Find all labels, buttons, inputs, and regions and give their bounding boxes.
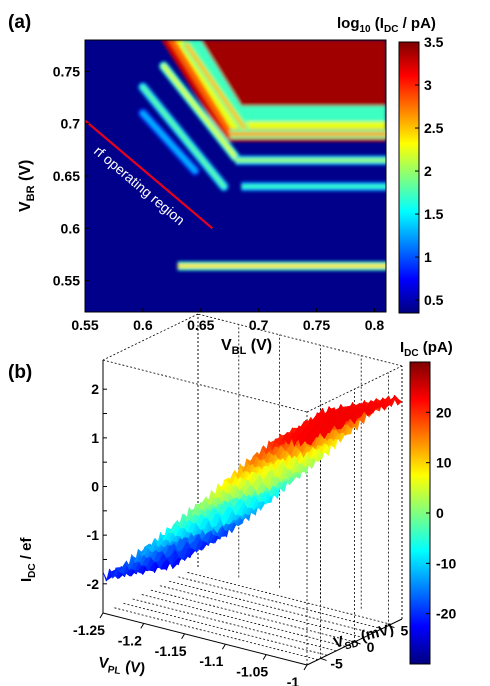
surface-xlabel: VPL (V) (97, 654, 146, 680)
surface-xtick-label: -1.1 (199, 653, 223, 669)
surface-xtick-label: -1.15 (155, 643, 187, 659)
surface-ztick-label: -1 (87, 527, 100, 543)
heatmap-xlabel: VBL (V) (221, 337, 272, 357)
grid-z-back (186, 571, 392, 625)
box-top (102, 313, 199, 361)
surface-xtick (140, 623, 145, 629)
surface-ytick-label: -5 (330, 655, 343, 671)
colorbar-b-tick-label: -20 (436, 606, 456, 622)
colorbar-a (398, 41, 420, 314)
surface-xtick (262, 654, 267, 660)
surface-xtick-label: -1.25 (73, 622, 105, 638)
rf-region-line (85, 119, 214, 230)
surface-cell (303, 435, 312, 446)
surface-ztick-label: 1 (91, 430, 99, 446)
box-top (102, 359, 308, 413)
ridge-3 (140, 111, 197, 173)
heatmap-ytick-label: 0.65 (53, 168, 80, 184)
high-current-corner (200, 40, 386, 106)
grid-z-back (177, 576, 383, 630)
surface-xtick-label: -1 (287, 674, 300, 686)
colorbar-a-title: log10 (IDC / pA) (337, 15, 436, 35)
heatmap-ytick-label: 0.55 (53, 273, 80, 289)
surface-ztick-label: 2 (91, 381, 99, 397)
surface-axes: -1.25 -1.2 -1.15 -1.1 -1.05 -1 -5 0 5 -2 -1 0 1 2 (73, 360, 409, 686)
colorbar-a-tick-label: 1 (424, 249, 432, 265)
colorbar-b-tick-label: 0 (436, 505, 444, 521)
ridge-1 (161, 64, 238, 160)
colorbar-a-tick-label: 2.5 (424, 120, 444, 136)
surface-xtick (181, 633, 186, 640)
ridge-2 (140, 85, 226, 189)
surface-xtick (99, 612, 104, 619)
heatmap-xtick-label: 0.55 (71, 317, 98, 333)
panel-b-label: (b) (8, 362, 32, 383)
surface-ylabel: VSD (mV) (332, 621, 396, 655)
surface-ztick-label: 0 (91, 479, 99, 495)
surface-xtick (303, 664, 308, 671)
grid-z-back (150, 589, 355, 643)
heatmap-xtick-label: 0.7 (249, 317, 269, 333)
surface-ytick (320, 657, 327, 661)
colorbar-a-tick-label: 3 (424, 77, 432, 93)
ridge-0 (184, 43, 247, 131)
colorbar-a-tick-label: 2 (424, 163, 432, 179)
surface-box (102, 313, 403, 665)
grid-z-back (132, 598, 337, 652)
surface-ztick-label: -2 (87, 576, 100, 592)
heatmap-bands (138, 40, 386, 271)
colorbar-b-tick-label: 20 (436, 404, 452, 420)
heatmap-ytick-label: 0.6 (61, 220, 81, 236)
colorbar-a-tick-label: 0.5 (424, 292, 444, 308)
heatmap-xtick-label: 0.6 (133, 317, 153, 333)
heatmap-ylabel: VBR (V) (17, 160, 37, 212)
heatmap-ytick-label: 0.75 (53, 63, 80, 79)
grid-z-back (168, 580, 373, 634)
surface-ytick (354, 641, 361, 645)
surface-ytick-label: 5 (401, 623, 409, 639)
surface-xtick-label: -1.2 (118, 632, 142, 648)
heatmap-xtick-label: 0.8 (365, 317, 385, 333)
grid-z-back (141, 594, 346, 647)
heatmap-area: rf operating region (85, 40, 386, 312)
surface-xtick (221, 643, 226, 650)
surface-xaxis (102, 612, 308, 666)
heatmap-ytick-label: 0.7 (61, 116, 81, 132)
heatmap-xtick-label: 0.75 (303, 317, 330, 333)
colorbar-a-tick-label: 3.5 (424, 34, 444, 50)
surface-ytick-label: 0 (367, 639, 375, 655)
heatmap-xtick-label: 0.65 (187, 317, 214, 333)
surface-zlabel: IDC / ef (18, 537, 38, 582)
colorbar-a-ticks: 0.5 1 1.5 2 2.5 3 3.5 (415, 34, 444, 308)
grid-z-back (159, 585, 364, 638)
colorbar-b-tick-label: -10 (436, 555, 456, 571)
surface-plot (102, 394, 403, 583)
colorbar-b-ticks: -20 -10 0 10 20 (426, 404, 456, 622)
colorbar-b-title: IDC (pA) (400, 339, 453, 359)
grid-z-back (122, 602, 328, 656)
heatmap-axes: 0.55 0.6 0.65 0.7 0.75 0.8 0.55 0.6 0.65 0.7 0.75 (53, 63, 385, 333)
box-top (197, 313, 403, 367)
surface-xtick-label: -1.05 (236, 664, 268, 680)
panel-a-label: (a) (8, 12, 31, 33)
surface-ytick (388, 625, 395, 629)
grid-z-back (113, 607, 319, 661)
colorbar-a-tick-label: 1.5 (424, 206, 444, 222)
colorbar-b-tick-label: 10 (436, 455, 452, 471)
